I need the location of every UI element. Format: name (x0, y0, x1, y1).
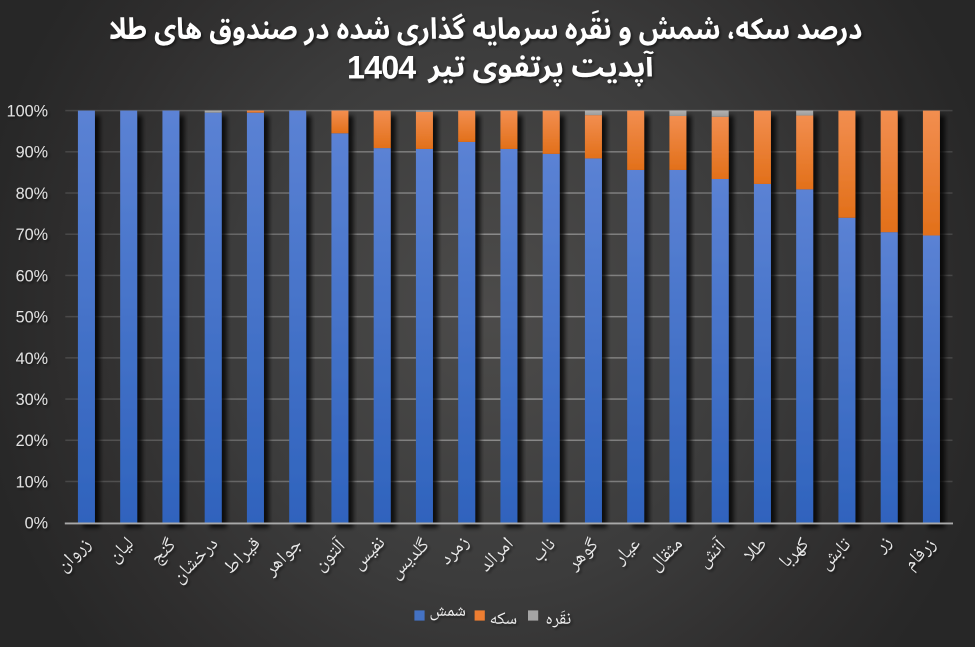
svg-text:80%: 80% (16, 185, 48, 203)
svg-text:10%: 10% (16, 473, 48, 491)
svg-text:100%: 100% (7, 103, 48, 121)
svg-text:70%: 70% (16, 226, 48, 244)
svg-text:30%: 30% (16, 391, 48, 409)
svg-text:90%: 90% (16, 144, 48, 162)
svg-text:0%: 0% (25, 515, 48, 533)
svg-text:1404: 1404 (347, 49, 416, 85)
svg-text:20%: 20% (16, 432, 48, 450)
svg-text:40%: 40% (16, 350, 48, 368)
svg-text:60%: 60% (16, 267, 48, 285)
svg-text:50%: 50% (16, 309, 48, 327)
